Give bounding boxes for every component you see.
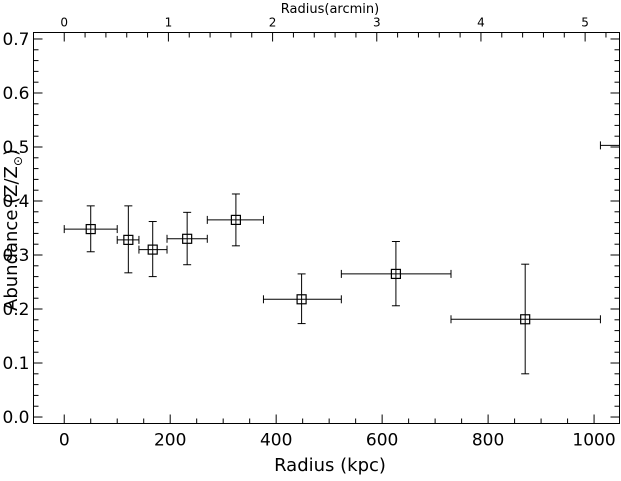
y-tick-label: 0.7 bbox=[2, 30, 29, 50]
y-axis-title-subscript: ⊙ bbox=[11, 156, 25, 166]
data-point-square bbox=[123, 234, 134, 245]
x2-tick-label: 4 bbox=[477, 16, 485, 30]
y-tick-label: 0.5 bbox=[2, 138, 29, 158]
x-tick-label: 0 bbox=[59, 431, 70, 451]
svg-text:Abundance (Z/Z⊙): Abundance (Z/Z⊙) bbox=[1, 149, 25, 311]
x2-tick-label: 5 bbox=[581, 16, 589, 30]
x-axis-title: Radius (kpc) bbox=[274, 455, 386, 476]
data-markers bbox=[85, 214, 531, 325]
tick-marks bbox=[33, 32, 620, 424]
x-tick-label: 200 bbox=[154, 431, 186, 451]
y-axis-title-main: Abundance (Z/Z bbox=[1, 166, 22, 311]
data-point-square bbox=[230, 214, 241, 225]
data-point-square bbox=[390, 268, 402, 280]
y-tick-label: 0.3 bbox=[2, 246, 29, 266]
x-tick-label: 400 bbox=[260, 431, 292, 451]
y-axis-title-close: ) bbox=[1, 149, 22, 156]
y-tick-label: 0.2 bbox=[2, 300, 29, 320]
x-tick-label: 1000 bbox=[572, 431, 615, 451]
x2-tick-label: 2 bbox=[269, 16, 277, 30]
error-bars bbox=[63, 141, 620, 375]
y-tick-label: 0.4 bbox=[2, 192, 29, 212]
data-point-square bbox=[147, 244, 158, 255]
x2-tick-label: 3 bbox=[373, 16, 381, 30]
y-axis-title: Abundance (Z/Z⊙) bbox=[1, 149, 25, 311]
plot-frame bbox=[33, 32, 620, 424]
data-point-square bbox=[85, 223, 96, 235]
x-tick-label: 800 bbox=[472, 431, 504, 451]
data-point-square bbox=[296, 294, 307, 305]
data-point-square bbox=[520, 314, 531, 325]
x2-axis-title: Radius(arcmin) bbox=[281, 2, 379, 17]
tick-labels: 0 200 400 600 800 1000 0 1 2 3 4 5 0.0 0.1 0.2 0.3 0.4 0.… bbox=[2, 16, 615, 451]
x-tick-label: 600 bbox=[366, 431, 398, 451]
y-tick-label: 0.6 bbox=[2, 84, 29, 104]
x2-tick-label: 0 bbox=[60, 16, 68, 30]
y-tick-label: 0.0 bbox=[2, 408, 29, 428]
data-point-square bbox=[182, 233, 193, 244]
y-tick-label: 0.1 bbox=[2, 354, 29, 374]
x2-tick-label: 1 bbox=[165, 16, 173, 30]
